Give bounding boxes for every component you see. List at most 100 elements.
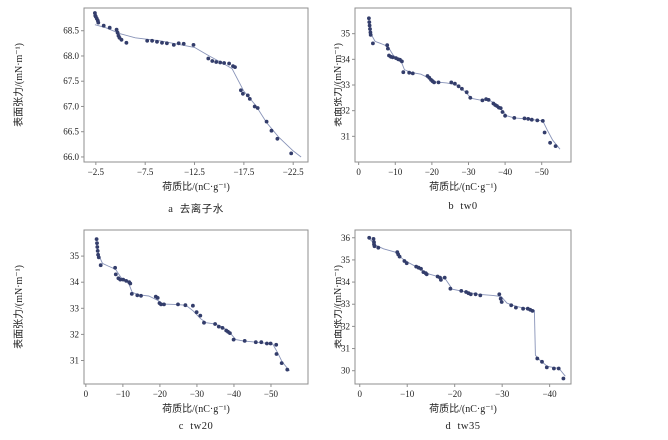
data-point <box>499 300 504 304</box>
data-point <box>473 292 478 297</box>
x-axis-label: 荷质比/(nC·g⁻¹) <box>429 403 497 415</box>
data-point <box>279 361 284 365</box>
data-point <box>95 249 100 253</box>
data-point <box>530 309 535 313</box>
data-point <box>436 80 441 85</box>
data-point <box>113 265 117 270</box>
data-point <box>503 113 507 118</box>
data-point <box>449 80 454 85</box>
x-tick-label: −10 <box>116 389 131 399</box>
data-point <box>390 55 395 60</box>
data-point <box>556 366 561 371</box>
data-point <box>155 296 160 300</box>
data-point <box>397 254 402 259</box>
data-point <box>459 289 464 293</box>
x-tick-label: −50 <box>535 167 550 177</box>
data-point <box>269 128 274 133</box>
panel-d-tw35: 0 −10 −20 −30 −40 30 31 32 33 34 35 36 荷质比/(nC·g⁻¹) 表… <box>334 220 668 440</box>
data-point <box>497 292 502 297</box>
x-tick-label: 0 <box>356 167 361 177</box>
caption-b: b tw0 <box>448 201 478 212</box>
data-point <box>540 359 544 364</box>
chart-a-deionized-water: −2.5 −7.5 −12.5 −17.5 −22.5 66.0 66.5 67.0 67.5 6… <box>12 7 309 193</box>
data-point <box>385 43 390 48</box>
plot-frame <box>83 7 309 163</box>
data-point <box>264 119 269 124</box>
data-point <box>107 25 112 30</box>
y-tick-label: 30 <box>341 366 351 376</box>
data-point <box>114 27 119 32</box>
y-tick-label: 33 <box>70 303 80 313</box>
data-point <box>228 331 232 335</box>
x-axis-label: 荷质比/(nC·g⁻¹) <box>162 403 230 415</box>
x-tick-label: −40 <box>498 167 513 177</box>
data-point <box>442 275 447 280</box>
data-point <box>218 60 223 65</box>
data-point <box>439 278 443 282</box>
x-tick-label: −30 <box>461 167 476 177</box>
x-tick-label: −22.5 <box>283 167 304 177</box>
data-point <box>553 144 558 149</box>
caption-a: a 去离子水 <box>168 204 224 215</box>
data-point <box>242 339 247 343</box>
chart-c-tw20: 0 −10 −20 −30 −40 −50 31 32 33 34 35 荷质比/(nC·g⁻¹) 表面… <box>12 229 309 415</box>
data-point <box>214 60 219 64</box>
x-tick-label: −10 <box>400 389 415 399</box>
data-point <box>98 263 103 268</box>
data-point <box>371 41 375 46</box>
data-point <box>124 279 129 283</box>
chart-b-tw0: 0 −10 −20 −30 −40 −50 31 32 33 34 35 荷质比/(nC·g⁻¹) 表面… <box>334 7 572 193</box>
data-point <box>145 38 150 43</box>
data-point <box>213 322 218 326</box>
data-point <box>548 140 552 145</box>
data-point <box>194 310 199 315</box>
data-point <box>367 20 372 24</box>
data-point <box>191 303 195 308</box>
y-tick-label: 33 <box>341 299 351 309</box>
data-point <box>542 130 547 135</box>
data-point <box>500 110 505 114</box>
data-point <box>460 86 464 91</box>
panel-b-tw0: 0 −10 −20 −30 −40 −50 31 32 33 34 35 荷质比/(nC·g⁻¹) 表面… <box>334 0 668 220</box>
y-tick-label: 35 <box>341 29 351 39</box>
panel-a-deionized-water: −2.5 −7.5 −12.5 −17.5 −22.5 66.0 66.5 67.0 67.5 6… <box>0 0 334 220</box>
plot-frame <box>354 7 572 163</box>
data-point <box>432 80 436 85</box>
data-point <box>424 272 429 277</box>
data-point <box>368 33 373 37</box>
data-point <box>367 235 372 240</box>
x-tick-label: −30 <box>190 389 205 399</box>
x-axis-label: 荷质比/(nC·g⁻¹) <box>162 181 230 193</box>
data-point <box>407 70 412 75</box>
data-point <box>535 356 540 361</box>
data-point <box>371 237 376 241</box>
data-point <box>155 39 159 44</box>
data-point <box>247 97 252 101</box>
data-point <box>401 70 406 75</box>
data-point <box>231 337 236 342</box>
x-tick-label: −7.5 <box>137 167 154 177</box>
data-point <box>529 117 534 122</box>
y-tick-label: 31 <box>70 356 79 366</box>
y-tick-label: 68.5 <box>63 26 79 36</box>
data-point <box>268 341 273 346</box>
data-point <box>453 81 457 86</box>
data-point <box>129 292 134 296</box>
y-tick-label: 34 <box>341 54 351 64</box>
data-point <box>162 302 166 307</box>
data-point <box>259 340 264 345</box>
data-point <box>544 365 549 370</box>
data-point <box>526 117 531 121</box>
x-tick-label: −30 <box>495 389 510 399</box>
x-tick-label: −40 <box>227 389 242 399</box>
data-point <box>367 23 372 28</box>
data-point <box>176 41 181 46</box>
data-point <box>540 119 545 123</box>
data-point <box>486 98 491 102</box>
data-point <box>181 41 186 46</box>
data-point <box>115 30 120 35</box>
data-point <box>171 43 176 47</box>
data-point <box>386 46 390 51</box>
data-point <box>252 104 257 109</box>
data-point <box>220 326 225 330</box>
